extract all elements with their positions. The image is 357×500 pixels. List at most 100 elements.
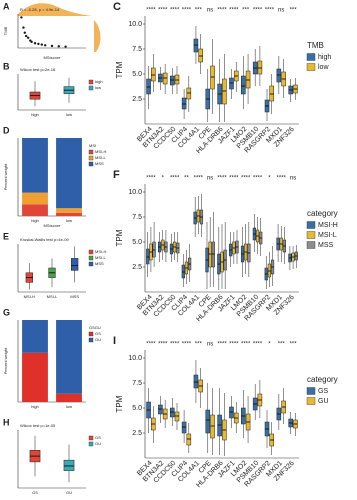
box bbox=[208, 241, 212, 268]
y-tick-label: 10.0 bbox=[128, 355, 142, 362]
y-tick-label: 2.5 bbox=[132, 264, 142, 271]
box bbox=[193, 374, 199, 389]
bar-segment bbox=[22, 138, 48, 193]
legend-swatch bbox=[88, 435, 94, 441]
panel-label: I bbox=[113, 335, 116, 347]
box bbox=[210, 414, 215, 439]
box bbox=[63, 459, 75, 471]
annotation: Wilcox test p=1e-05 bbox=[20, 423, 56, 428]
box bbox=[267, 263, 271, 278]
legend-swatch bbox=[88, 155, 94, 161]
panel-label: G bbox=[3, 307, 10, 317]
box bbox=[193, 38, 199, 53]
x-tick-label: high bbox=[31, 112, 39, 117]
panel-label: E bbox=[3, 231, 9, 241]
x-axis-label: MSIscore bbox=[44, 223, 62, 228]
box bbox=[229, 406, 234, 419]
x-tick-label: GS bbox=[32, 490, 38, 495]
legend-swatch bbox=[306, 63, 316, 71]
legend-label: MSI-H bbox=[95, 249, 106, 254]
box bbox=[217, 414, 222, 437]
significance: **** bbox=[217, 8, 227, 14]
significance: *** bbox=[290, 342, 298, 348]
box bbox=[71, 258, 79, 271]
significance: **** bbox=[241, 342, 251, 348]
significance: **** bbox=[229, 176, 239, 182]
point bbox=[27, 36, 30, 39]
significance: **** bbox=[146, 342, 156, 348]
legend-swatch bbox=[306, 53, 316, 61]
legend-swatch bbox=[306, 387, 316, 395]
legend-title: TMB bbox=[307, 41, 324, 50]
significance: **** bbox=[170, 8, 180, 14]
panel-label: H bbox=[3, 417, 10, 427]
y-tick-label: 2.5 bbox=[132, 96, 142, 103]
legend-label: MSI-L bbox=[318, 232, 337, 239]
box bbox=[162, 72, 168, 85]
significance: **** bbox=[170, 342, 180, 348]
significance: **** bbox=[158, 342, 168, 348]
box bbox=[269, 85, 275, 102]
point bbox=[23, 31, 26, 34]
legend-swatch bbox=[88, 337, 94, 343]
significance: **** bbox=[170, 176, 180, 182]
panel-label: B bbox=[3, 61, 10, 71]
legend-label: MSS bbox=[318, 242, 334, 249]
legend-label: GS bbox=[95, 435, 101, 440]
x-tick-label: MSI-L bbox=[47, 294, 58, 299]
point bbox=[22, 26, 25, 29]
significance: ns bbox=[207, 176, 213, 182]
significance: *** bbox=[290, 8, 298, 14]
legend-title: category bbox=[307, 209, 338, 218]
y-axis-label: Percent weight bbox=[3, 347, 8, 374]
legend-label: GU bbox=[95, 441, 101, 446]
legend-swatch bbox=[88, 79, 94, 85]
point bbox=[37, 42, 40, 46]
box bbox=[181, 421, 187, 434]
box bbox=[211, 241, 215, 268]
y-tick-label: 5.0 bbox=[132, 239, 142, 246]
x-tick-label: GU bbox=[66, 490, 72, 495]
box bbox=[186, 87, 192, 100]
legend-swatch bbox=[88, 249, 94, 255]
significance: **** bbox=[158, 8, 168, 14]
significance: **** bbox=[217, 176, 227, 182]
significance: *** bbox=[278, 342, 286, 348]
bar-segment bbox=[22, 320, 48, 353]
legend-label: MSI-L bbox=[95, 255, 106, 260]
legend-swatch bbox=[306, 231, 316, 239]
marginal-density bbox=[18, 3, 92, 16]
panel-label: F bbox=[113, 169, 120, 181]
marginal-density bbox=[94, 20, 101, 52]
annotation: R = -0.28, p = 4.9e-14 bbox=[20, 7, 60, 12]
y-axis-label: TPM bbox=[115, 61, 124, 78]
box bbox=[152, 241, 156, 258]
legend-title: GSGU bbox=[89, 325, 101, 330]
legend-title: category bbox=[307, 375, 338, 384]
x-tick-label: MSI-H bbox=[24, 294, 35, 299]
box bbox=[146, 78, 151, 95]
box bbox=[158, 404, 163, 415]
box bbox=[229, 77, 234, 90]
significance: **** bbox=[253, 8, 263, 14]
significance: **** bbox=[182, 342, 192, 348]
bar-segment bbox=[56, 208, 82, 213]
legend-swatch bbox=[306, 241, 316, 249]
significance: **** bbox=[146, 8, 156, 14]
legend-swatch bbox=[88, 261, 94, 267]
significance: * bbox=[162, 176, 165, 182]
panel-label: D bbox=[3, 125, 10, 135]
significance: **** bbox=[194, 176, 204, 182]
y-axis-label: TPM bbox=[115, 229, 124, 246]
legend-swatch bbox=[88, 85, 94, 91]
significance: ns bbox=[207, 8, 213, 14]
box bbox=[169, 75, 175, 86]
legend-label: MSS bbox=[95, 161, 104, 166]
legend-label: GS bbox=[95, 331, 101, 336]
box bbox=[169, 407, 175, 418]
legend-swatch bbox=[88, 149, 94, 155]
y-tick-label: 2.5 bbox=[132, 430, 142, 437]
panel-label: C bbox=[113, 1, 121, 13]
box bbox=[241, 75, 246, 95]
significance: **** bbox=[217, 342, 227, 348]
